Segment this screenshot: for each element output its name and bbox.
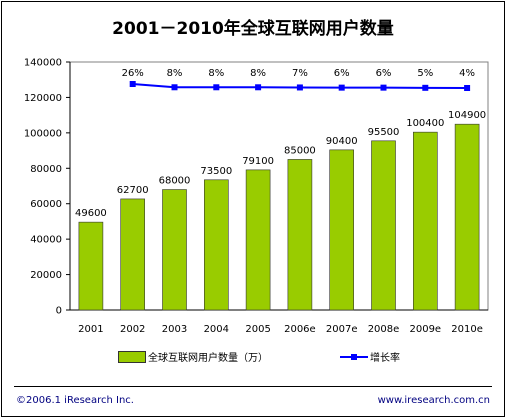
legend-line-label: 增长率 bbox=[370, 353, 400, 364]
x-tick-label: 2001 bbox=[78, 324, 103, 335]
y-tick-label: 140000 bbox=[24, 58, 62, 69]
x-tick-label: 2004 bbox=[204, 324, 229, 335]
bar-data-label: 95500 bbox=[368, 127, 400, 138]
growth-rate-point bbox=[129, 81, 136, 87]
bar bbox=[454, 123, 480, 311]
growth-rate-label: 8% bbox=[250, 68, 266, 79]
growth-rate-label: 6% bbox=[376, 68, 392, 79]
growth-rate-point bbox=[380, 84, 387, 91]
bar-data-label: 90400 bbox=[326, 136, 358, 147]
y-tick-label: 60000 bbox=[30, 199, 62, 210]
growth-rate-label: 4% bbox=[459, 68, 475, 79]
growth-rate-point bbox=[422, 84, 429, 91]
bar bbox=[329, 149, 355, 311]
bar bbox=[162, 189, 187, 311]
bar-data-label: 73500 bbox=[200, 166, 232, 177]
y-tick-label: 20000 bbox=[30, 270, 62, 281]
footer-divider bbox=[14, 386, 492, 387]
bar bbox=[120, 198, 145, 311]
x-tick-label: 2007e bbox=[326, 324, 358, 335]
footer-website: www.iresearch.com.cn bbox=[377, 395, 490, 406]
growth-rate-point bbox=[171, 84, 178, 91]
bar-data-label: 85000 bbox=[284, 145, 316, 156]
bar-data-label: 104900 bbox=[448, 110, 486, 121]
y-tick-label: 0 bbox=[56, 306, 62, 317]
growth-rate-point bbox=[255, 84, 262, 91]
bar-data-label: 100400 bbox=[406, 118, 444, 129]
growth-rate-label: 5% bbox=[417, 68, 433, 79]
bar-data-label: 49600 bbox=[75, 208, 107, 219]
bar-data-label: 79100 bbox=[242, 156, 274, 167]
bar bbox=[204, 179, 229, 311]
bar-data-label: 68000 bbox=[159, 176, 191, 187]
y-tick-label: 80000 bbox=[30, 164, 62, 175]
chart-title: 2001－2010年全球互联网用户数量 bbox=[112, 19, 394, 39]
x-tick-label: 2006e bbox=[284, 324, 316, 335]
legend-line-swatch bbox=[340, 354, 368, 360]
bar bbox=[78, 221, 104, 311]
growth-rate-point bbox=[338, 84, 345, 91]
x-tick-label: 2005 bbox=[245, 324, 270, 335]
footer-copyright: ©2006.1 iResearch Inc. bbox=[16, 395, 134, 406]
x-tick-label: 2009e bbox=[409, 324, 441, 335]
legend-bar-label: 全球互联网用户数量（万） bbox=[148, 353, 268, 364]
bar bbox=[412, 131, 438, 311]
x-tick-label: 2008e bbox=[368, 324, 400, 335]
legend-bar-swatch bbox=[118, 351, 146, 363]
growth-rate-label: 7% bbox=[292, 68, 308, 79]
growth-rate-point bbox=[464, 85, 471, 91]
growth-rate-label: 8% bbox=[208, 68, 224, 79]
growth-rate-point bbox=[213, 84, 220, 91]
bar bbox=[371, 140, 396, 311]
growth-rate-label: 8% bbox=[167, 68, 183, 79]
growth-rate-label: 6% bbox=[334, 68, 350, 79]
bar bbox=[287, 159, 313, 311]
growth-rate-label: 26% bbox=[122, 68, 144, 79]
x-tick-label: 2002 bbox=[120, 324, 145, 335]
bar-data-label: 62700 bbox=[117, 185, 149, 196]
y-tick-label: 100000 bbox=[24, 128, 62, 139]
x-tick-label: 2010e bbox=[451, 324, 483, 335]
bar bbox=[245, 169, 271, 311]
x-tick-label: 2003 bbox=[162, 324, 187, 335]
y-tick-label: 120000 bbox=[24, 93, 62, 104]
growth-rate-point bbox=[296, 84, 303, 91]
y-tick-label: 40000 bbox=[30, 235, 62, 246]
